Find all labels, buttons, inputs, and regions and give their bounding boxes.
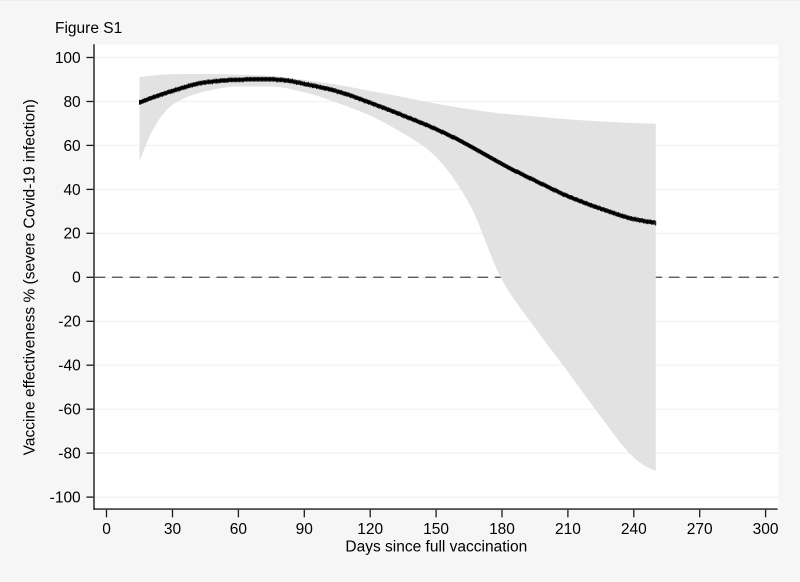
svg-text:180: 180 <box>489 521 515 538</box>
svg-text:100: 100 <box>55 50 81 67</box>
svg-text:-100: -100 <box>50 490 81 507</box>
svg-text:60: 60 <box>63 138 81 155</box>
svg-text:150: 150 <box>423 521 449 538</box>
svg-text:0: 0 <box>72 270 81 287</box>
svg-text:-40: -40 <box>58 358 81 375</box>
svg-text:270: 270 <box>687 521 713 538</box>
svg-text:30: 30 <box>164 521 182 538</box>
svg-text:Figure S1: Figure S1 <box>55 20 122 37</box>
svg-text:Days since full vaccination: Days since full vaccination <box>345 539 527 556</box>
svg-text:300: 300 <box>753 521 779 538</box>
svg-text:120: 120 <box>357 521 383 538</box>
svg-text:40: 40 <box>63 182 81 199</box>
svg-text:60: 60 <box>230 521 248 538</box>
svg-text:90: 90 <box>296 521 314 538</box>
svg-text:20: 20 <box>63 226 81 243</box>
svg-text:210: 210 <box>555 521 581 538</box>
svg-text:-20: -20 <box>58 314 81 331</box>
svg-text:Vaccine effectiveness % (sever: Vaccine effectiveness % (severe Covid-19… <box>22 99 39 455</box>
svg-text:240: 240 <box>621 521 647 538</box>
svg-text:0: 0 <box>102 521 111 538</box>
svg-text:-80: -80 <box>58 446 81 463</box>
svg-text:80: 80 <box>63 94 81 111</box>
svg-text:-60: -60 <box>58 402 81 419</box>
